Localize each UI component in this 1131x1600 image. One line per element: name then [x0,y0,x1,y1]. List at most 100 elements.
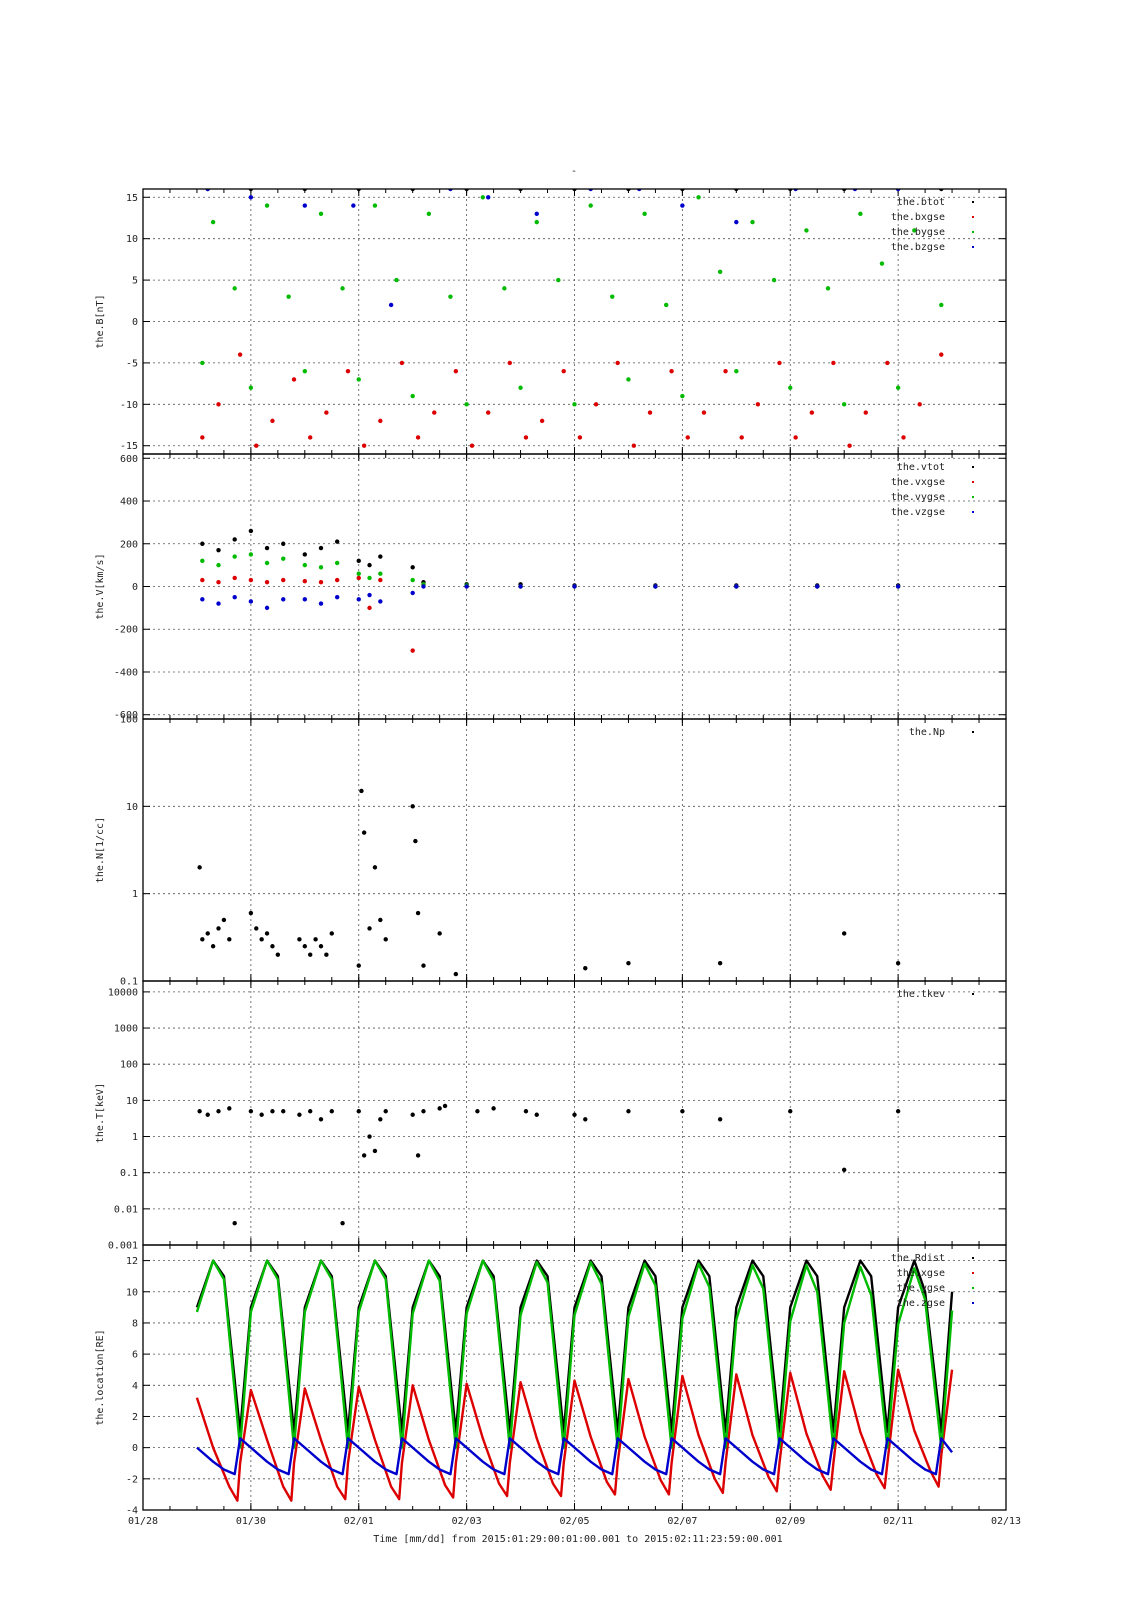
legend-label: the.vygse [891,492,945,503]
data-point [264,580,270,585]
data-point [356,575,361,581]
data-point [264,203,270,208]
data-point [426,211,432,217]
data-point [804,228,809,233]
data-point [197,1109,202,1114]
data-point [383,937,388,942]
data-point [685,435,690,440]
x-tick-label: 02/03 [452,1516,482,1527]
data-point [248,552,254,557]
data-point [912,228,917,233]
data-point [939,352,944,357]
time-axis-ticks: 01/28 01/30 02/01 02/03 02/05 02/07 02/09 02/11… [128,1516,1021,1527]
y-tick-label: -15 [120,441,138,452]
data-point [518,584,523,589]
y-tick-label: 0.1 [120,1168,138,1179]
y-tick-label: 5 [132,276,138,287]
data-point [394,277,399,283]
data-point [879,261,885,266]
data-point [367,592,372,598]
data-point [248,528,254,534]
data-point [221,917,227,923]
data-point [232,554,237,559]
data-point [302,562,308,568]
legend-swatch [972,1302,974,1304]
data-point [901,435,906,440]
data-point [717,1117,723,1122]
data-point [421,584,426,589]
data-point [895,385,901,390]
data-point [372,1148,378,1154]
data-point [216,580,221,585]
data-point [318,565,324,570]
time-axis-label: Time [mm/dd] from 2015:01:29:00:01:00.00… [373,1534,782,1545]
legend-label: the.vtot [897,462,945,473]
data-point [281,1109,286,1114]
data-point [626,960,631,966]
series-line-the.zgse [196,1437,954,1476]
data-point [717,269,723,275]
data-point [308,952,313,957]
data-point [232,286,237,291]
data-point [734,219,739,225]
data-point [421,1109,426,1114]
data-point [432,410,437,415]
data-point [388,302,394,308]
data-point [297,1112,302,1117]
y-axis-label: the.location[RE] [95,1329,106,1425]
data-point [415,435,421,440]
data-point [318,545,324,551]
data-point [340,1221,345,1226]
y-tick-label: 1 [132,1132,138,1143]
data-point [216,547,221,553]
data-point [367,575,372,581]
data-point [588,203,593,208]
data-point [615,360,620,366]
data-point [318,580,324,585]
data-point [281,597,286,602]
data-point [372,865,378,870]
data-point [480,195,486,200]
data-point [502,286,507,291]
data-point [669,368,674,374]
legend-label: the.bzgse [891,242,945,253]
data-point [378,917,383,923]
data-point [216,1109,221,1114]
data-point [367,926,372,931]
data-point [259,937,264,942]
legend-label: the.tkev [897,989,945,1000]
y-tick-label: -5 [126,358,138,369]
y-tick-label: -600 [114,710,138,721]
data-point [302,578,308,584]
data-point [237,352,243,357]
data-point [302,597,308,602]
data-point [626,1109,631,1114]
data-point [345,368,351,374]
data-point [680,1109,685,1114]
data-point [383,1109,388,1114]
legend-label: the.bygse [891,227,945,238]
plot-area [197,1103,901,1226]
data-point [378,571,383,576]
data-point [518,385,523,390]
data-point [270,1109,275,1114]
data-point [297,937,302,942]
data-point [248,577,254,583]
data-point [356,571,361,576]
data-point [939,302,944,308]
data-point [200,435,205,440]
data-point [361,830,367,835]
data-point [254,443,259,448]
data-point [264,545,270,551]
data-point [254,926,259,931]
data-point [264,931,270,936]
data-point [858,211,863,217]
y-tick-label: 600 [120,454,138,465]
data-point [453,971,459,977]
data-point [610,294,615,299]
data-point [809,410,815,415]
data-point [442,1103,448,1109]
y-tick-label: 6 [132,1350,138,1361]
data-point [486,195,491,200]
y-tick-label: -2 [126,1474,138,1485]
